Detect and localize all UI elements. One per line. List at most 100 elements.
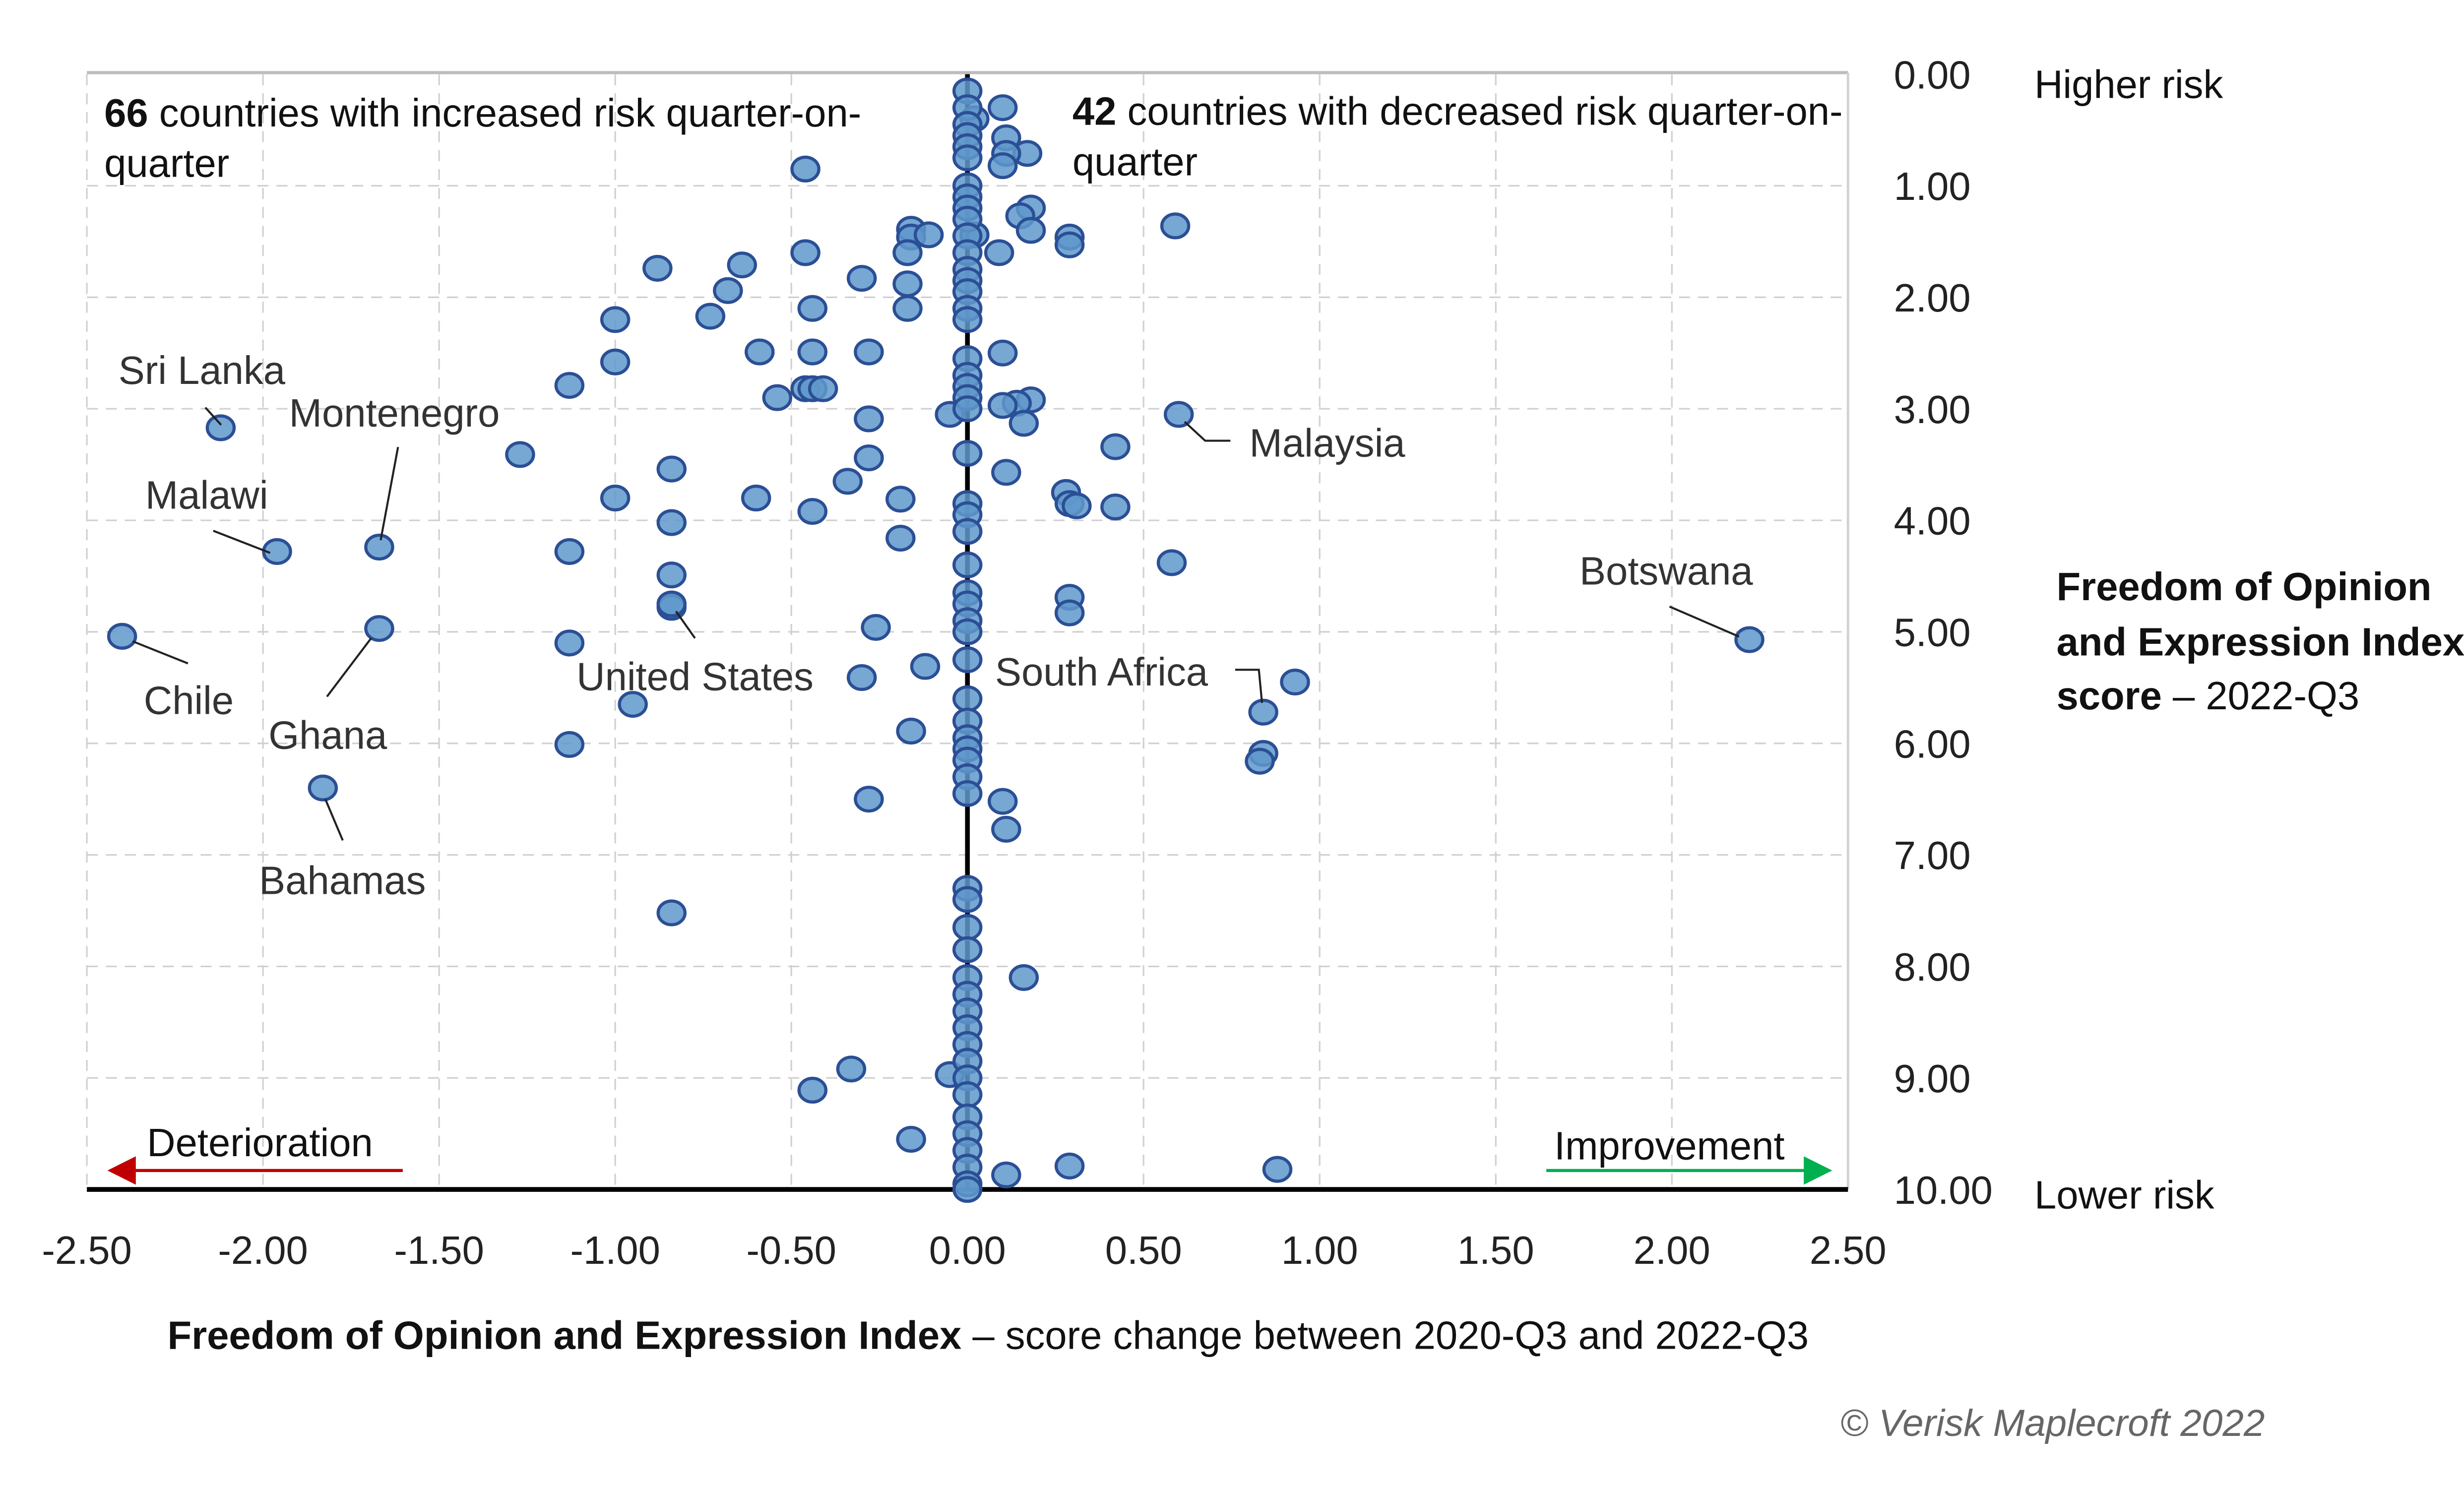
deterioration-label: Deterioration <box>147 1120 373 1165</box>
data-point <box>656 561 687 589</box>
data-point <box>600 485 631 512</box>
data-point <box>713 277 743 304</box>
data-point <box>896 717 926 745</box>
data-point <box>861 614 891 641</box>
data-point <box>952 551 983 579</box>
data-point-south-africa <box>1248 698 1278 726</box>
point-label-montenegro: Montenegro <box>289 391 500 435</box>
data-point <box>836 1055 867 1083</box>
data-point <box>987 152 1018 180</box>
data-point <box>952 646 983 674</box>
y-tick-label: 6.00 <box>1894 722 1971 766</box>
data-point <box>854 405 884 433</box>
data-point <box>952 1081 983 1109</box>
data-point <box>762 384 793 411</box>
y-tick-label: 2.00 <box>1894 276 1971 320</box>
x-tick-label: -1.00 <box>570 1228 660 1272</box>
data-point <box>952 886 983 913</box>
data-point <box>808 375 838 402</box>
leader-line-malaysia <box>1184 421 1231 442</box>
data-point <box>846 265 877 292</box>
data-points <box>107 77 1765 1203</box>
leader-line-sri-lanka <box>204 407 222 426</box>
y-axis-title-line1: Freedom of Opinion <box>2057 564 2432 609</box>
improvement-arrow-icon <box>1546 1156 1832 1185</box>
left-note: 66 countries with increased risk quarter… <box>104 91 861 135</box>
data-point <box>727 251 758 279</box>
point-label-south-africa: South Africa <box>995 650 1208 694</box>
data-point <box>892 239 923 266</box>
data-point <box>797 295 828 322</box>
left-note-line2: quarter <box>104 141 229 186</box>
data-point <box>656 455 687 483</box>
data-point <box>991 815 1021 843</box>
data-point-united-states <box>656 590 687 618</box>
data-point <box>1009 964 1039 991</box>
y-tick-label: 0.00 <box>1894 53 1971 97</box>
data-point <box>854 786 884 813</box>
point-label-ghana: Ghana <box>268 713 387 757</box>
y-axis-title-line2: and Expression Index <box>2057 620 2464 664</box>
data-point <box>1062 492 1092 519</box>
data-point <box>656 899 687 927</box>
y-tick-label: 4.00 <box>1894 499 1971 543</box>
data-point <box>741 485 771 512</box>
x-tick-label: 2.00 <box>1634 1228 1710 1272</box>
data-point <box>797 1076 828 1104</box>
data-point-malaysia <box>1163 401 1194 428</box>
y-bottom-label: Lower risk <box>2034 1173 2214 1217</box>
copyright: © Verisk Maplecroft 2022 <box>1840 1402 2265 1444</box>
leader-line-united-states <box>675 611 696 639</box>
y-axis-title-line3: score – 2022-Q3 <box>2057 674 2360 718</box>
point-label-sri-lanka: Sri Lanka <box>119 348 286 392</box>
y-tick-label: 3.00 <box>1894 387 1971 432</box>
data-point <box>797 497 828 525</box>
y-tick-label: 9.00 <box>1894 1056 1971 1101</box>
data-point <box>987 94 1018 122</box>
point-label-united-states: United States <box>576 655 814 699</box>
leader-line-malawi <box>213 530 271 554</box>
x-tick-labels: -2.50 -2.00 -1.50 -1.00 -0.50 0.00 0.50 1.00 1.5… <box>42 1228 1886 1272</box>
data-point <box>790 239 821 266</box>
x-tick-label: 1.00 <box>1281 1228 1358 1272</box>
point-label-bahamas: Bahamas <box>259 859 426 903</box>
data-point-malawi <box>262 538 292 565</box>
x-tick-label: 0.50 <box>1105 1228 1182 1272</box>
data-point <box>952 306 983 333</box>
y-tick-label: 7.00 <box>1894 833 1971 877</box>
data-point-botswana <box>1734 626 1765 653</box>
data-point <box>913 221 944 248</box>
data-point <box>885 524 916 552</box>
data-point <box>1054 599 1085 626</box>
data-point <box>987 392 1018 419</box>
data-point <box>892 270 923 298</box>
data-point <box>1100 493 1131 521</box>
data-point <box>554 538 585 565</box>
data-point <box>745 338 775 366</box>
data-point <box>885 486 916 513</box>
data-point <box>1015 217 1046 244</box>
data-point <box>952 395 983 423</box>
data-point <box>1100 433 1131 460</box>
data-point <box>854 338 884 366</box>
data-point <box>991 459 1021 486</box>
x-axis-title: Freedom of Opinion and Expression Index … <box>168 1313 1809 1358</box>
leader-line-bahamas <box>324 799 344 841</box>
data-point <box>910 653 941 680</box>
data-point <box>554 372 585 399</box>
x-tick-label: -0.50 <box>746 1228 836 1272</box>
data-point <box>1156 549 1187 576</box>
data-point <box>952 780 983 807</box>
data-point <box>952 144 983 172</box>
y-tick-label: 5.00 <box>1894 611 1971 655</box>
data-point-bahamas <box>308 774 338 802</box>
point-label-malaysia: Malaysia <box>1250 421 1406 465</box>
leader-line-ghana <box>326 637 372 697</box>
data-point <box>554 731 585 758</box>
point-label-chile: Chile <box>144 678 234 722</box>
data-point <box>952 518 983 545</box>
data-point <box>1160 212 1191 240</box>
data-point <box>952 618 983 645</box>
data-point <box>952 685 983 712</box>
